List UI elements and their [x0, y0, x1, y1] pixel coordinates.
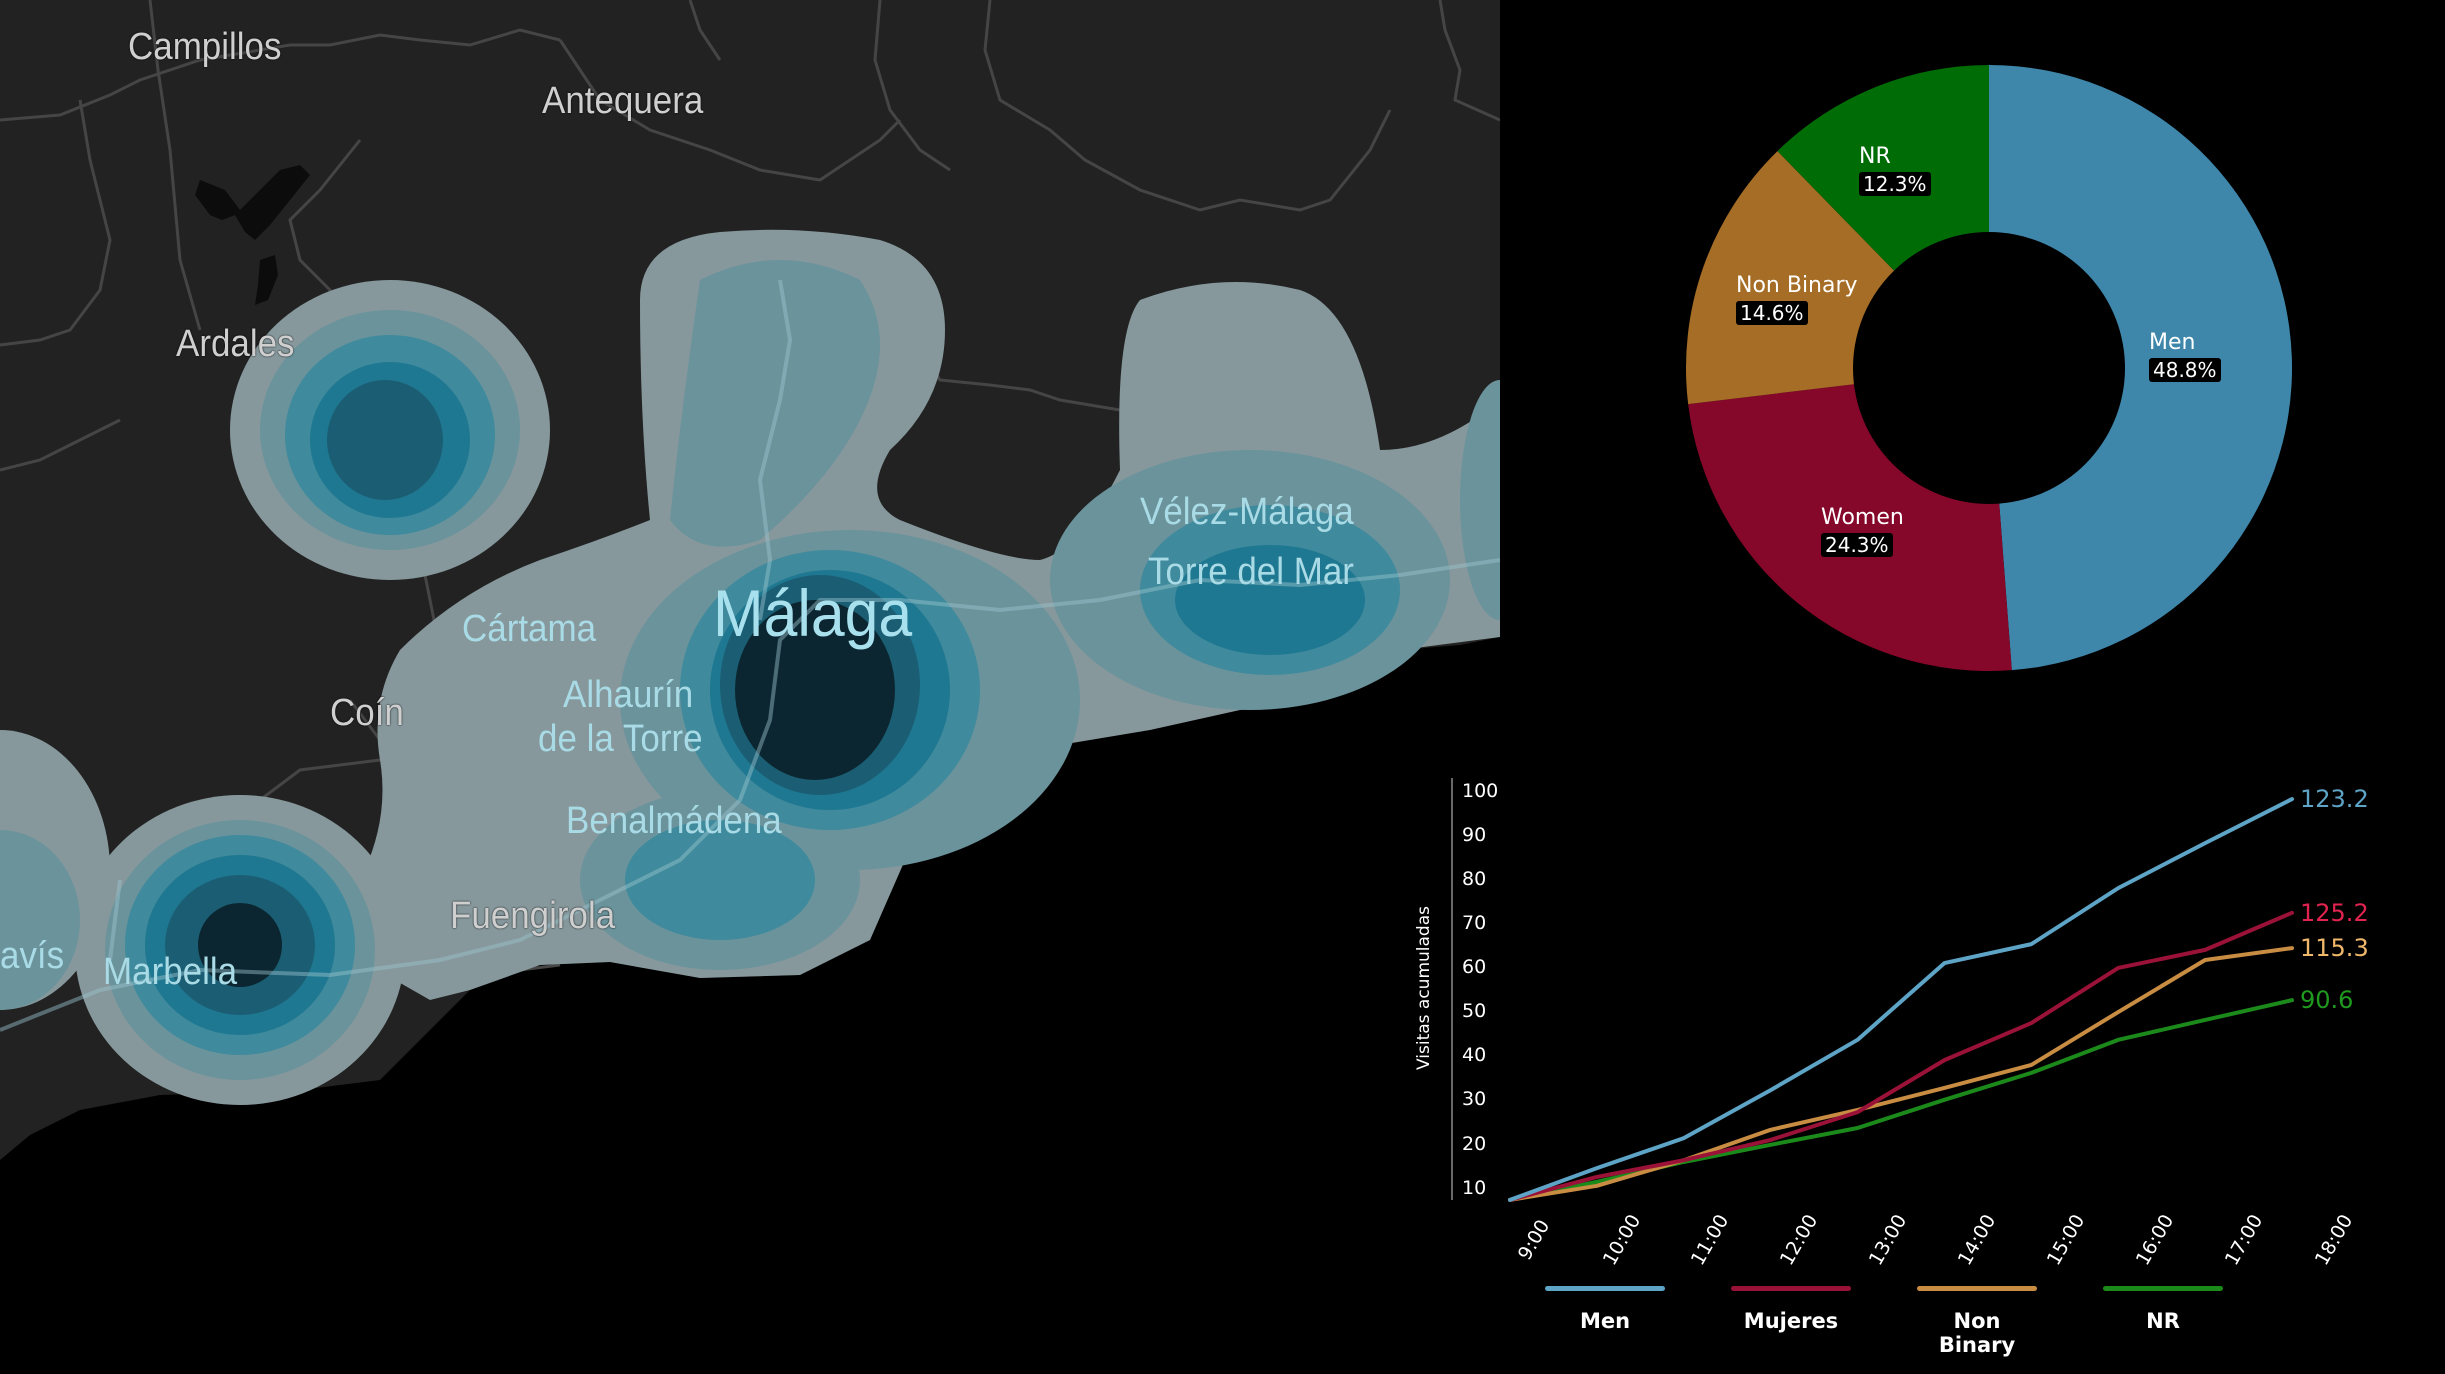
- heat-layer-6: [198, 600, 895, 987]
- donut-label-name: NR: [1859, 144, 1891, 169]
- place-label: Campillos: [128, 26, 282, 68]
- map-canvas: [0, 0, 1500, 1160]
- y-tick-label: 80: [1462, 868, 1487, 890]
- legend-label: Mujeres: [1743, 1309, 1839, 1333]
- legend-label: Non Binary: [1938, 1309, 2016, 1357]
- y-tick-label: 90: [1462, 824, 1487, 846]
- donut-label-percent: 12.3%: [1859, 172, 1931, 196]
- y-axis-title: Visitas acumuladas: [1414, 906, 1434, 1070]
- place-label: Antequera: [542, 80, 704, 122]
- place-label: avís: [0, 935, 65, 977]
- end-label-nr: 90.6: [2300, 986, 2354, 1015]
- legend-swatch: [2103, 1286, 2223, 1291]
- place-label: Coín: [330, 692, 404, 734]
- legend-item-non-binary[interactable]: Non Binary: [1917, 1280, 2037, 1357]
- y-tick-label: 20: [1462, 1133, 1487, 1155]
- heatmap-map[interactable]: Campillos Antequera Ardales Cártama Mála…: [0, 0, 1500, 1374]
- donut-label-percent: 48.8%: [2149, 358, 2221, 382]
- series-line-non-binary[interactable]: [1508, 946, 2294, 1202]
- place-label: Vélez-Málaga: [1140, 491, 1354, 533]
- legend-swatch: [1917, 1286, 2037, 1291]
- place-label: Benalmádena: [566, 800, 782, 842]
- place-label: Torre del Mar: [1148, 551, 1354, 593]
- y-tick-label: 60: [1462, 956, 1487, 978]
- donut-label-nr: NR 12.3%: [1859, 144, 1931, 196]
- y-tick-label: 50: [1462, 1000, 1487, 1022]
- y-tick-label: 70: [1462, 912, 1487, 934]
- place-label: Alhaurín: [563, 674, 694, 716]
- donut-label-name: Non Binary: [1736, 273, 1858, 298]
- donut-label-percent: 24.3%: [1821, 533, 1893, 557]
- y-tick-label: 40: [1462, 1044, 1487, 1066]
- legend-swatch: [1545, 1286, 1665, 1291]
- end-label-mujeres: 125.2: [2300, 898, 2369, 927]
- place-label: Fuengirola: [450, 895, 616, 937]
- legend-swatch: [1731, 1286, 1851, 1291]
- legend-label: NR: [2146, 1309, 2180, 1333]
- highways: [0, 279, 1500, 1032]
- place-label: de la Torre: [538, 718, 703, 760]
- end-label-men: 123.2: [2300, 785, 2369, 814]
- donut-label-percent: 14.6%: [1736, 301, 1808, 325]
- legend-item-men[interactable]: Men: [1545, 1280, 1665, 1333]
- place-label: Málaga: [713, 576, 913, 650]
- end-label-non-binary: 115.3: [2300, 934, 2369, 963]
- donut-label-non-binary: Non Binary 14.6%: [1736, 273, 1858, 325]
- donut-label-women: Women 24.3%: [1821, 505, 1904, 557]
- series-line-men[interactable]: [1508, 797, 2294, 1202]
- legend-label: Men: [1579, 1309, 1631, 1333]
- reservoir-icon: [195, 165, 310, 305]
- y-tick-label: 10: [1462, 1177, 1487, 1199]
- donut-label-name: Men: [2149, 330, 2196, 355]
- y-tick-label: 30: [1462, 1088, 1487, 1110]
- legend-item-nr[interactable]: NR: [2103, 1280, 2223, 1333]
- y-tick-label: 100: [1462, 780, 1499, 802]
- place-label: Cártama: [462, 608, 597, 650]
- donut-label-men: Men 48.8%: [2149, 330, 2221, 382]
- legend-item-mujeres[interactable]: Mujeres: [1731, 1280, 1851, 1333]
- donut-label-name: Women: [1821, 505, 1904, 530]
- place-label: Marbella: [103, 951, 238, 993]
- place-label: Ardales: [176, 323, 295, 365]
- series-line-mujeres[interactable]: [1508, 910, 2294, 1202]
